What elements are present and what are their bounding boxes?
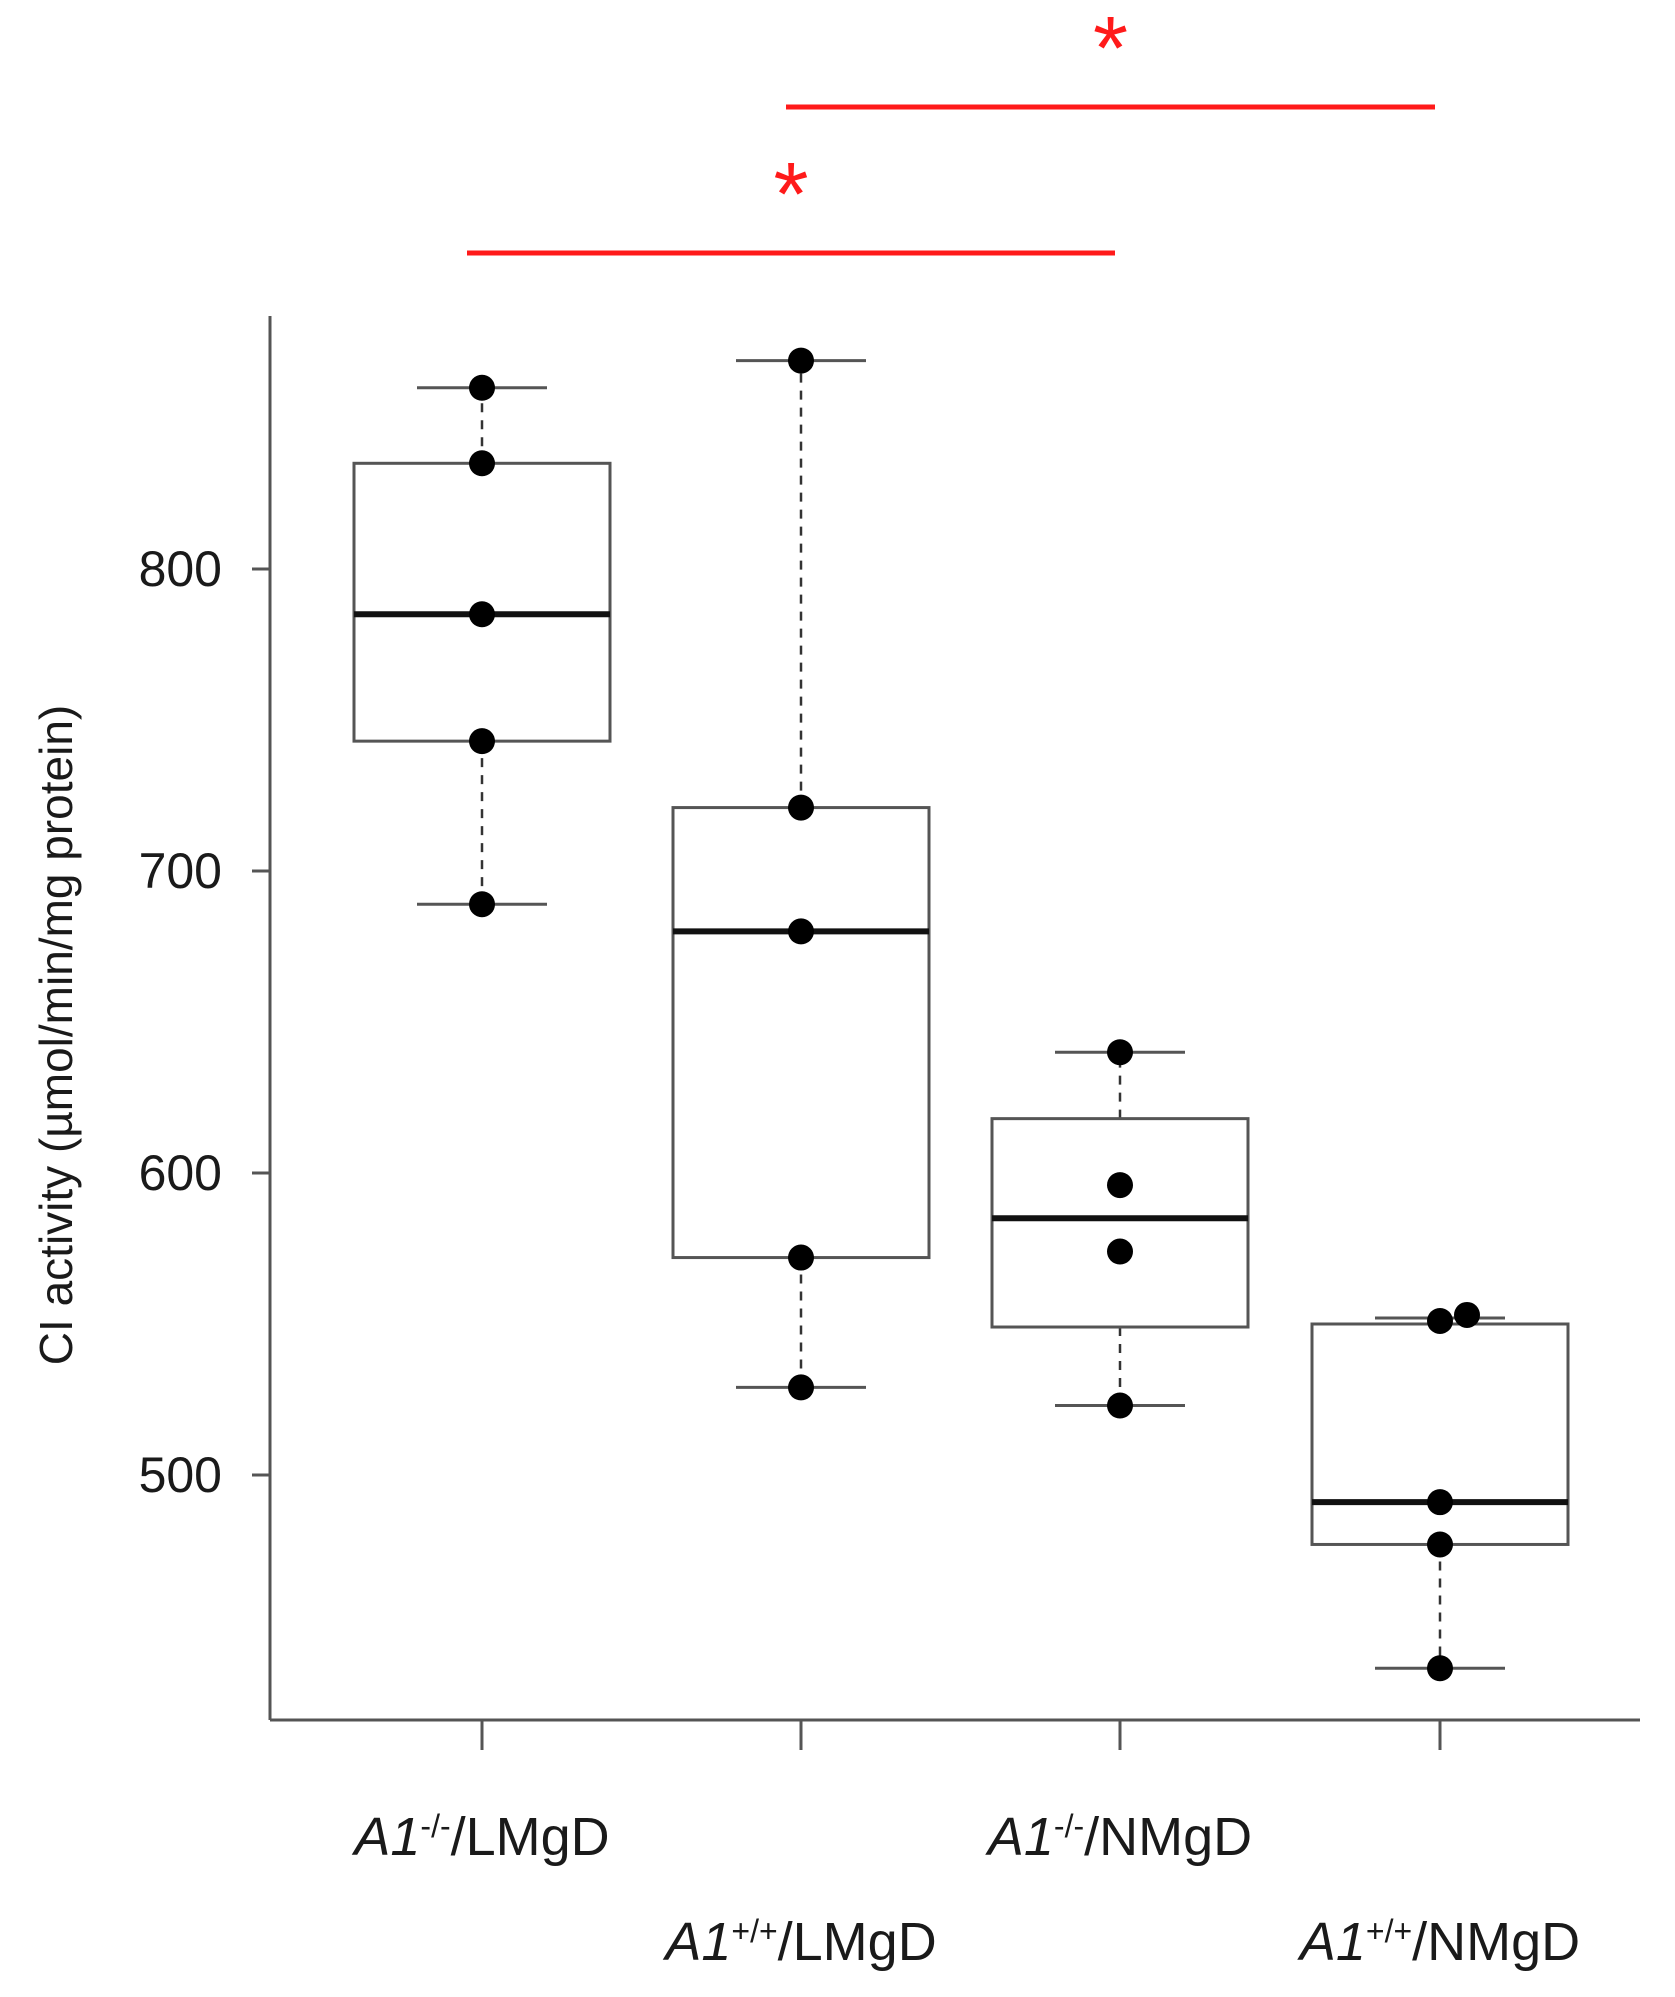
- data-point: [788, 1374, 814, 1401]
- boxes: [352, 359, 1570, 1670]
- significance-star: *: [1093, 0, 1128, 99]
- data-point: [788, 918, 814, 945]
- category-genotype: +/+: [1366, 1913, 1412, 1949]
- data-point: [788, 347, 814, 374]
- data-point: [1454, 1301, 1480, 1328]
- category-label: A1+/+/NMgD: [1297, 1912, 1580, 1972]
- data-point: [788, 1244, 814, 1271]
- box-group: [671, 359, 931, 1389]
- data-point: [469, 450, 495, 477]
- data-point: [1107, 1039, 1133, 1066]
- data-point: [1107, 1238, 1133, 1265]
- data-point: [469, 728, 495, 755]
- data-point: [1107, 1392, 1133, 1419]
- box-group: [990, 1050, 1250, 1408]
- category-genotype: -/-: [1054, 1808, 1084, 1844]
- y-tick-label: 700: [139, 843, 222, 899]
- category-label: A1-/-/LMgD: [351, 1807, 609, 1867]
- y-tick-label: 600: [139, 1145, 222, 1201]
- significance-star: *: [773, 145, 808, 245]
- data-point: [1427, 1307, 1453, 1334]
- category-gene: A1: [351, 1807, 420, 1867]
- category-gene: A1: [985, 1807, 1054, 1867]
- category-label: A1+/+/LMgD: [662, 1912, 936, 1972]
- interquartile-box: [671, 806, 931, 1260]
- category-diet: /LMgD: [778, 1912, 937, 1972]
- category-diet: /NMgD: [1412, 1912, 1580, 1972]
- data-point: [1427, 1531, 1453, 1558]
- data-point: [788, 794, 814, 821]
- y-tick-label: 500: [139, 1447, 222, 1503]
- data-point: [1107, 1172, 1133, 1199]
- data-point: [1427, 1489, 1453, 1516]
- axes: [268, 316, 1640, 1722]
- data-point: [469, 374, 495, 401]
- category-genotype: -/-: [420, 1808, 450, 1844]
- category-diet: /NMgD: [1084, 1807, 1252, 1867]
- y-axis-ticks: 500 600 700 800: [139, 541, 270, 1503]
- data-point: [1427, 1655, 1453, 1682]
- category-gene: A1: [662, 1912, 731, 1972]
- category-label: A1-/-/NMgD: [985, 1807, 1252, 1867]
- data-point: [469, 891, 495, 918]
- significance-annotations: **: [467, 0, 1435, 256]
- interquartile-box: [990, 1117, 1250, 1329]
- category-gene: A1: [1297, 1912, 1366, 1972]
- data-points: [469, 347, 1480, 1682]
- category-diet: /LMgD: [451, 1807, 610, 1867]
- data-point: [469, 601, 495, 628]
- y-tick-label: 800: [139, 541, 222, 597]
- y-axis-title: CI activity (µmol/min/mg protein): [30, 705, 82, 1365]
- category-genotype: +/+: [731, 1913, 777, 1949]
- x-axis-ticks: [480, 1720, 1442, 1750]
